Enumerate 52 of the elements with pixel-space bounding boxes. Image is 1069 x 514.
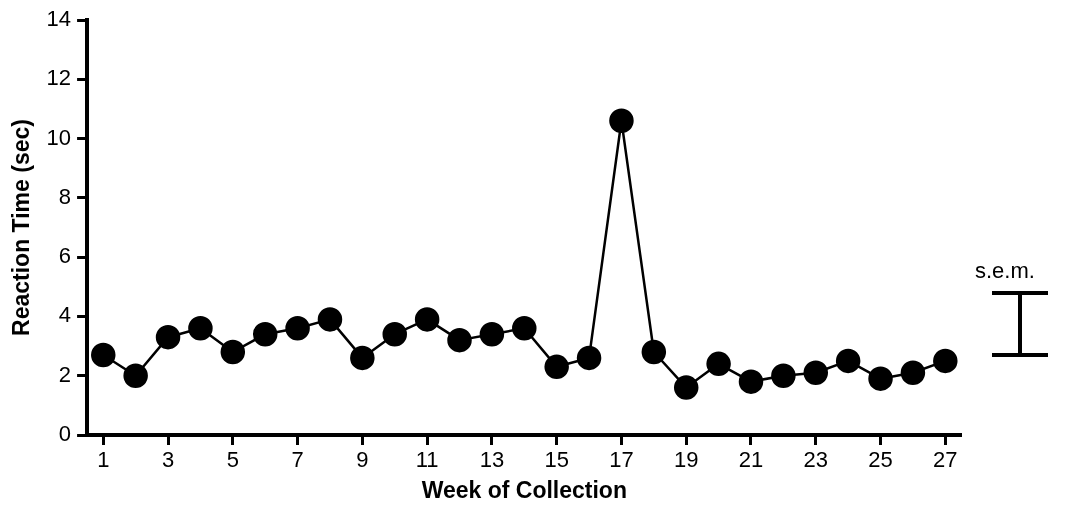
point — [220, 339, 246, 365]
point — [933, 348, 958, 374]
point — [285, 316, 310, 341]
y-tick-label: 14 — [46, 6, 72, 32]
x-tick-label: 25 — [868, 447, 893, 473]
point — [188, 316, 213, 341]
point — [900, 360, 926, 385]
point — [673, 375, 699, 400]
point — [576, 345, 602, 371]
x-tick-label: 15 — [544, 447, 569, 473]
text: s.e.m. — [975, 258, 1035, 284]
y-tick-label: 6 — [58, 243, 72, 269]
x-tick-label: 9 — [356, 447, 369, 473]
point — [155, 324, 181, 350]
point — [835, 348, 861, 374]
y-tick-label: 4 — [58, 302, 72, 328]
x-tick-label: 3 — [161, 447, 175, 473]
point — [544, 354, 569, 380]
point — [382, 321, 407, 347]
point — [738, 369, 764, 394]
y-tick-label: 10 — [46, 124, 72, 150]
point — [252, 321, 278, 347]
point — [91, 342, 116, 368]
point — [350, 345, 375, 371]
y-axis-title: Reaction Time (sec) — [8, 119, 35, 336]
x-tick-label: 7 — [291, 447, 304, 473]
y-tick-label: 0 — [58, 421, 72, 447]
x-tick-label: 27 — [933, 447, 958, 473]
x-tick-label: 13 — [479, 447, 505, 473]
y-tick-label: 2 — [58, 361, 72, 387]
point — [123, 363, 148, 388]
point — [641, 339, 667, 365]
point — [803, 360, 829, 385]
x-tick-label: 1 — [97, 447, 110, 473]
point — [868, 366, 893, 391]
y-tick-label: 12 — [46, 65, 72, 91]
point — [512, 316, 537, 341]
point — [414, 307, 440, 332]
point — [706, 351, 731, 377]
x-tick-label: 5 — [226, 447, 239, 473]
y-tick-label: 8 — [58, 183, 72, 209]
point — [317, 307, 343, 332]
point — [447, 327, 472, 353]
point — [609, 108, 634, 134]
x-tick-label: 19 — [673, 447, 699, 473]
x-tick-label: 11 — [415, 447, 439, 473]
point — [771, 363, 796, 388]
x-tick-label: 17 — [609, 447, 634, 473]
x-axis-title: Week of Collection — [421, 476, 627, 503]
x-tick-label: 21 — [738, 447, 764, 473]
x-tick-label: 23 — [803, 447, 828, 473]
point — [479, 321, 505, 347]
